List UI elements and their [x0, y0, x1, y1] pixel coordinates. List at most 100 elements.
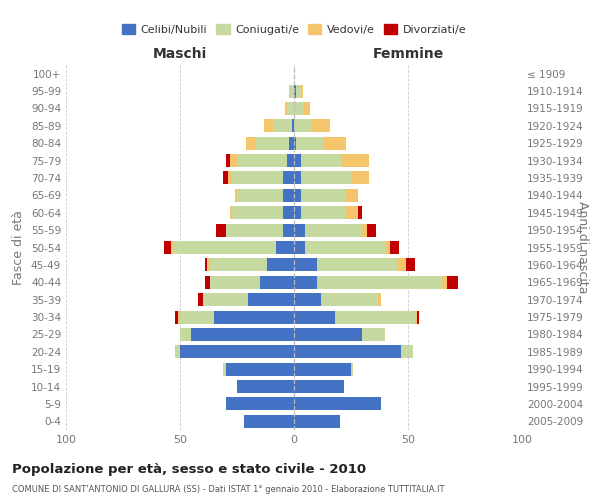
Bar	[294, 84, 296, 98]
Bar	[171, 241, 173, 254]
Bar	[447, 276, 458, 289]
Text: Popolazione per età, sesso e stato civile - 2010: Popolazione per età, sesso e stato civil…	[12, 462, 366, 475]
Bar	[283, 206, 294, 220]
Bar	[401, 346, 413, 358]
Legend: Celibi/Nubili, Coniugati/e, Vedovi/e, Divorziati/e: Celibi/Nubili, Coniugati/e, Vedovi/e, Di…	[118, 20, 470, 39]
Bar	[301, 189, 346, 202]
Bar	[237, 154, 287, 167]
Bar	[214, 310, 294, 324]
Bar	[417, 310, 419, 324]
Bar	[294, 276, 317, 289]
Bar	[317, 258, 397, 272]
Bar	[294, 346, 401, 358]
Bar	[296, 84, 301, 98]
Bar	[248, 293, 294, 306]
Bar	[296, 136, 323, 149]
Bar	[178, 310, 180, 324]
Bar	[217, 224, 226, 236]
Bar	[294, 102, 303, 115]
Bar	[294, 172, 301, 184]
Bar	[351, 172, 369, 184]
Bar	[294, 415, 340, 428]
Bar	[406, 258, 415, 272]
Bar	[322, 293, 379, 306]
Bar	[303, 102, 310, 115]
Bar	[342, 154, 369, 167]
Bar	[351, 362, 353, 376]
Bar	[335, 310, 415, 324]
Bar	[180, 346, 294, 358]
Y-axis label: Fasce di età: Fasce di età	[13, 210, 25, 285]
Bar	[442, 276, 447, 289]
Bar	[301, 172, 351, 184]
Text: Femmine: Femmine	[373, 48, 443, 62]
Bar	[294, 310, 335, 324]
Bar	[323, 136, 346, 149]
Bar	[294, 328, 362, 341]
Bar	[294, 120, 312, 132]
Bar	[208, 258, 209, 272]
Bar	[266, 258, 294, 272]
Bar	[294, 189, 301, 202]
Bar	[294, 398, 380, 410]
Bar	[294, 362, 351, 376]
Bar	[294, 293, 322, 306]
Bar	[305, 224, 362, 236]
Bar	[397, 258, 406, 272]
Bar	[226, 224, 283, 236]
Bar	[198, 293, 203, 306]
Bar	[385, 241, 390, 254]
Bar	[287, 154, 294, 167]
Bar	[191, 328, 294, 341]
Bar	[164, 241, 171, 254]
Bar	[223, 362, 226, 376]
Bar	[294, 206, 301, 220]
Bar	[294, 154, 301, 167]
Bar	[223, 172, 228, 184]
Bar	[305, 241, 385, 254]
Bar	[287, 102, 294, 115]
Text: COMUNE DI SANT'ANTONIO DI GALLURA (SS) - Dati ISTAT 1° gennaio 2010 - Elaborazio: COMUNE DI SANT'ANTONIO DI GALLURA (SS) -…	[12, 485, 445, 494]
Bar	[230, 206, 232, 220]
Bar	[301, 84, 303, 98]
Bar	[205, 258, 208, 272]
Bar	[390, 241, 399, 254]
Bar	[294, 241, 305, 254]
Bar	[237, 380, 294, 393]
Bar	[237, 189, 283, 202]
Bar	[379, 293, 380, 306]
Bar	[294, 258, 317, 272]
Bar	[180, 310, 214, 324]
Bar	[289, 136, 294, 149]
Bar	[232, 172, 283, 184]
Bar	[346, 189, 358, 202]
Bar	[175, 346, 180, 358]
Bar	[260, 276, 294, 289]
Bar	[283, 172, 294, 184]
Bar	[255, 136, 289, 149]
Bar	[294, 224, 305, 236]
Bar	[285, 102, 287, 115]
Bar	[276, 241, 294, 254]
Bar	[226, 362, 294, 376]
Bar	[226, 154, 230, 167]
Bar	[362, 328, 385, 341]
Bar	[203, 293, 248, 306]
Bar	[346, 206, 358, 220]
Bar	[283, 189, 294, 202]
Bar	[301, 206, 346, 220]
Bar	[317, 276, 442, 289]
Bar	[205, 276, 209, 289]
Bar	[289, 84, 294, 98]
Bar	[232, 206, 283, 220]
Bar	[294, 136, 296, 149]
Bar	[312, 120, 331, 132]
Bar	[246, 136, 255, 149]
Bar	[173, 241, 276, 254]
Y-axis label: Anni di nascita: Anni di nascita	[576, 201, 589, 294]
Bar	[415, 310, 417, 324]
Bar	[265, 120, 274, 132]
Bar	[367, 224, 376, 236]
Text: Maschi: Maschi	[153, 48, 207, 62]
Bar	[358, 206, 362, 220]
